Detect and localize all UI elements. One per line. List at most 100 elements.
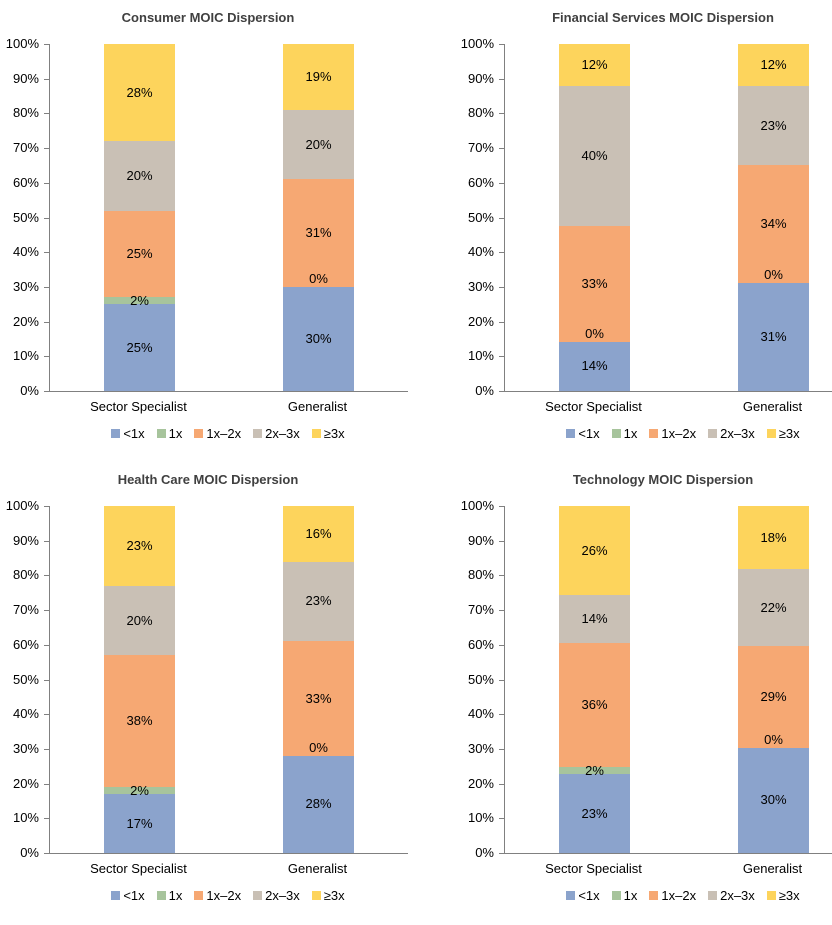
y-tick-mark bbox=[44, 356, 49, 358]
legend-item: 1x bbox=[611, 888, 638, 903]
y-tick-mark bbox=[499, 610, 504, 612]
y-tick-label: 100% bbox=[460, 36, 494, 51]
legend-label: ≥3x bbox=[778, 426, 800, 441]
y-tick-mark bbox=[499, 679, 504, 681]
legend-label: 1x–2x bbox=[206, 426, 242, 441]
legend-label: 1x bbox=[168, 426, 183, 441]
y-tick-label: 70% bbox=[12, 602, 39, 618]
y-tick-mark bbox=[499, 818, 504, 820]
legend-swatch bbox=[566, 891, 576, 900]
bar-segment bbox=[104, 44, 175, 142]
y-tick-label: 80% bbox=[467, 567, 494, 583]
y-tick-mark bbox=[44, 321, 49, 323]
y-tick-label: 20% bbox=[12, 313, 39, 329]
chart-title: Health Care MOIC Dispersion bbox=[117, 472, 299, 487]
y-tick-mark bbox=[44, 506, 49, 507]
legend-label: ≥3x bbox=[323, 888, 345, 903]
legend-swatch bbox=[253, 429, 263, 438]
legend-label: 1x–2x bbox=[661, 888, 697, 903]
legend: <1x 1x 1x–2x 2x–3x ≥3x bbox=[504, 426, 832, 441]
y-tick-mark bbox=[44, 78, 49, 80]
legend-item: 2x–3x bbox=[708, 888, 755, 903]
y-tick-label: 90% bbox=[467, 532, 494, 548]
legend-swatch bbox=[156, 429, 166, 438]
legend-label: <1x bbox=[578, 888, 600, 903]
y-tick-mark bbox=[44, 148, 49, 150]
bar-segment bbox=[738, 506, 809, 570]
bar-segment bbox=[104, 506, 175, 586]
x-category-label: Generalist bbox=[742, 861, 803, 876]
legend-swatch bbox=[766, 891, 776, 900]
legend-swatch bbox=[649, 891, 659, 900]
x-category-label: Sector Specialist bbox=[90, 861, 187, 876]
chart-cell: Consumer MOIC Dispersion 100% 90% 80% 70% 60%… bbox=[0, 0, 416, 462]
y-tick-mark bbox=[44, 540, 49, 542]
bar-generalist: 28% 0% 33% 23% 16% bbox=[283, 506, 354, 853]
plot-and-axis: 100% 90% 80% 70% 60% 50% 40% 30% 20% 10% 0% 23% 2% 36… bbox=[455, 499, 832, 860]
legend-item: 1x–2x bbox=[649, 888, 696, 903]
bar-segment bbox=[283, 44, 354, 110]
bar-segment bbox=[738, 165, 809, 284]
y-tick-label: 20% bbox=[12, 775, 39, 791]
legend-label: <1x bbox=[578, 426, 600, 441]
y-tick-mark bbox=[44, 391, 49, 392]
legend-swatch bbox=[311, 891, 321, 900]
legend-item: 1x bbox=[156, 888, 182, 903]
bar-segment bbox=[283, 286, 354, 391]
plot-and-axis: 100% 90% 80% 70% 60% 50% 40% 30% 20% 10% 0% 14% 0% 33… bbox=[455, 37, 832, 398]
x-category-label: Sector Specialist bbox=[545, 861, 642, 876]
legend-item: <1x bbox=[111, 888, 145, 903]
y-tick-label: 100% bbox=[5, 36, 39, 51]
legend-label: 1x–2x bbox=[661, 426, 697, 441]
y-tick-label: 60% bbox=[467, 636, 494, 652]
bar-sector-specialist: 17% 2% 38% 20% 23% bbox=[104, 506, 175, 853]
y-tick-label: 20% bbox=[467, 775, 494, 791]
legend-item: 2x–3x bbox=[253, 426, 300, 441]
bar-segment bbox=[559, 643, 630, 768]
legend-swatch bbox=[766, 429, 776, 438]
y-tick-label: 0% bbox=[475, 845, 494, 860]
y-tick-label: 70% bbox=[12, 140, 39, 156]
y-tick-label: 70% bbox=[467, 602, 494, 618]
legend-item: 1x–2x bbox=[194, 888, 241, 903]
y-tick-label: 40% bbox=[467, 244, 494, 260]
y-tick-mark bbox=[499, 391, 504, 392]
bar-segment bbox=[559, 506, 630, 596]
y-tick-mark bbox=[44, 113, 49, 115]
chart-title: Financial Services MOIC Dispersion bbox=[552, 10, 774, 25]
y-tick-mark bbox=[499, 853, 504, 854]
bar-sector-specialist: 23% 2% 36% 14% 26% bbox=[559, 506, 630, 853]
y-tick-mark bbox=[499, 506, 504, 507]
plot-area: 25% 2% 25% 20% 28% 30% 0% 31% 20% 19% bbox=[49, 44, 408, 392]
legend-label: 1x bbox=[623, 888, 638, 903]
legend-swatch bbox=[311, 429, 321, 438]
plot-area: 17% 2% 38% 20% 23% 28% 0% 33% 23% 16% bbox=[49, 506, 408, 854]
y-tick-mark bbox=[44, 644, 49, 646]
bar-segment bbox=[738, 283, 809, 391]
legend-label: 2x–3x bbox=[720, 426, 755, 441]
y-axis: 100% 90% 80% 70% 60% 50% 40% 30% 20% 10% 0% bbox=[0, 37, 49, 398]
legend-swatch bbox=[611, 891, 621, 900]
y-tick-label: 90% bbox=[467, 70, 494, 86]
legend: <1x 1x 1x–2x 2x–3x ≥3x bbox=[49, 888, 407, 903]
y-tick-mark bbox=[44, 748, 49, 750]
plot-area: 23% 2% 36% 14% 26% 30% 0% 29% 22% 18% bbox=[504, 506, 832, 854]
legend-label: 1x bbox=[623, 426, 638, 441]
legend-swatch bbox=[708, 891, 718, 900]
y-tick-mark bbox=[499, 217, 504, 219]
bar-segment bbox=[738, 747, 809, 853]
bar-generalist: 30% 0% 29% 22% 18% bbox=[738, 506, 809, 853]
x-axis-labels: Sector Specialist Generalist bbox=[504, 861, 832, 876]
y-tick-mark bbox=[44, 575, 49, 577]
y-tick-mark bbox=[44, 679, 49, 681]
y-tick-label: 40% bbox=[467, 706, 494, 722]
legend-swatch bbox=[253, 891, 263, 900]
legend-label: ≥3x bbox=[323, 426, 345, 441]
legend-swatch bbox=[194, 891, 204, 900]
y-tick-mark bbox=[499, 78, 504, 80]
bar-segment bbox=[283, 179, 354, 287]
y-tick-label: 30% bbox=[467, 278, 494, 294]
y-tick-label: 30% bbox=[12, 278, 39, 294]
y-tick-mark bbox=[44, 44, 49, 45]
